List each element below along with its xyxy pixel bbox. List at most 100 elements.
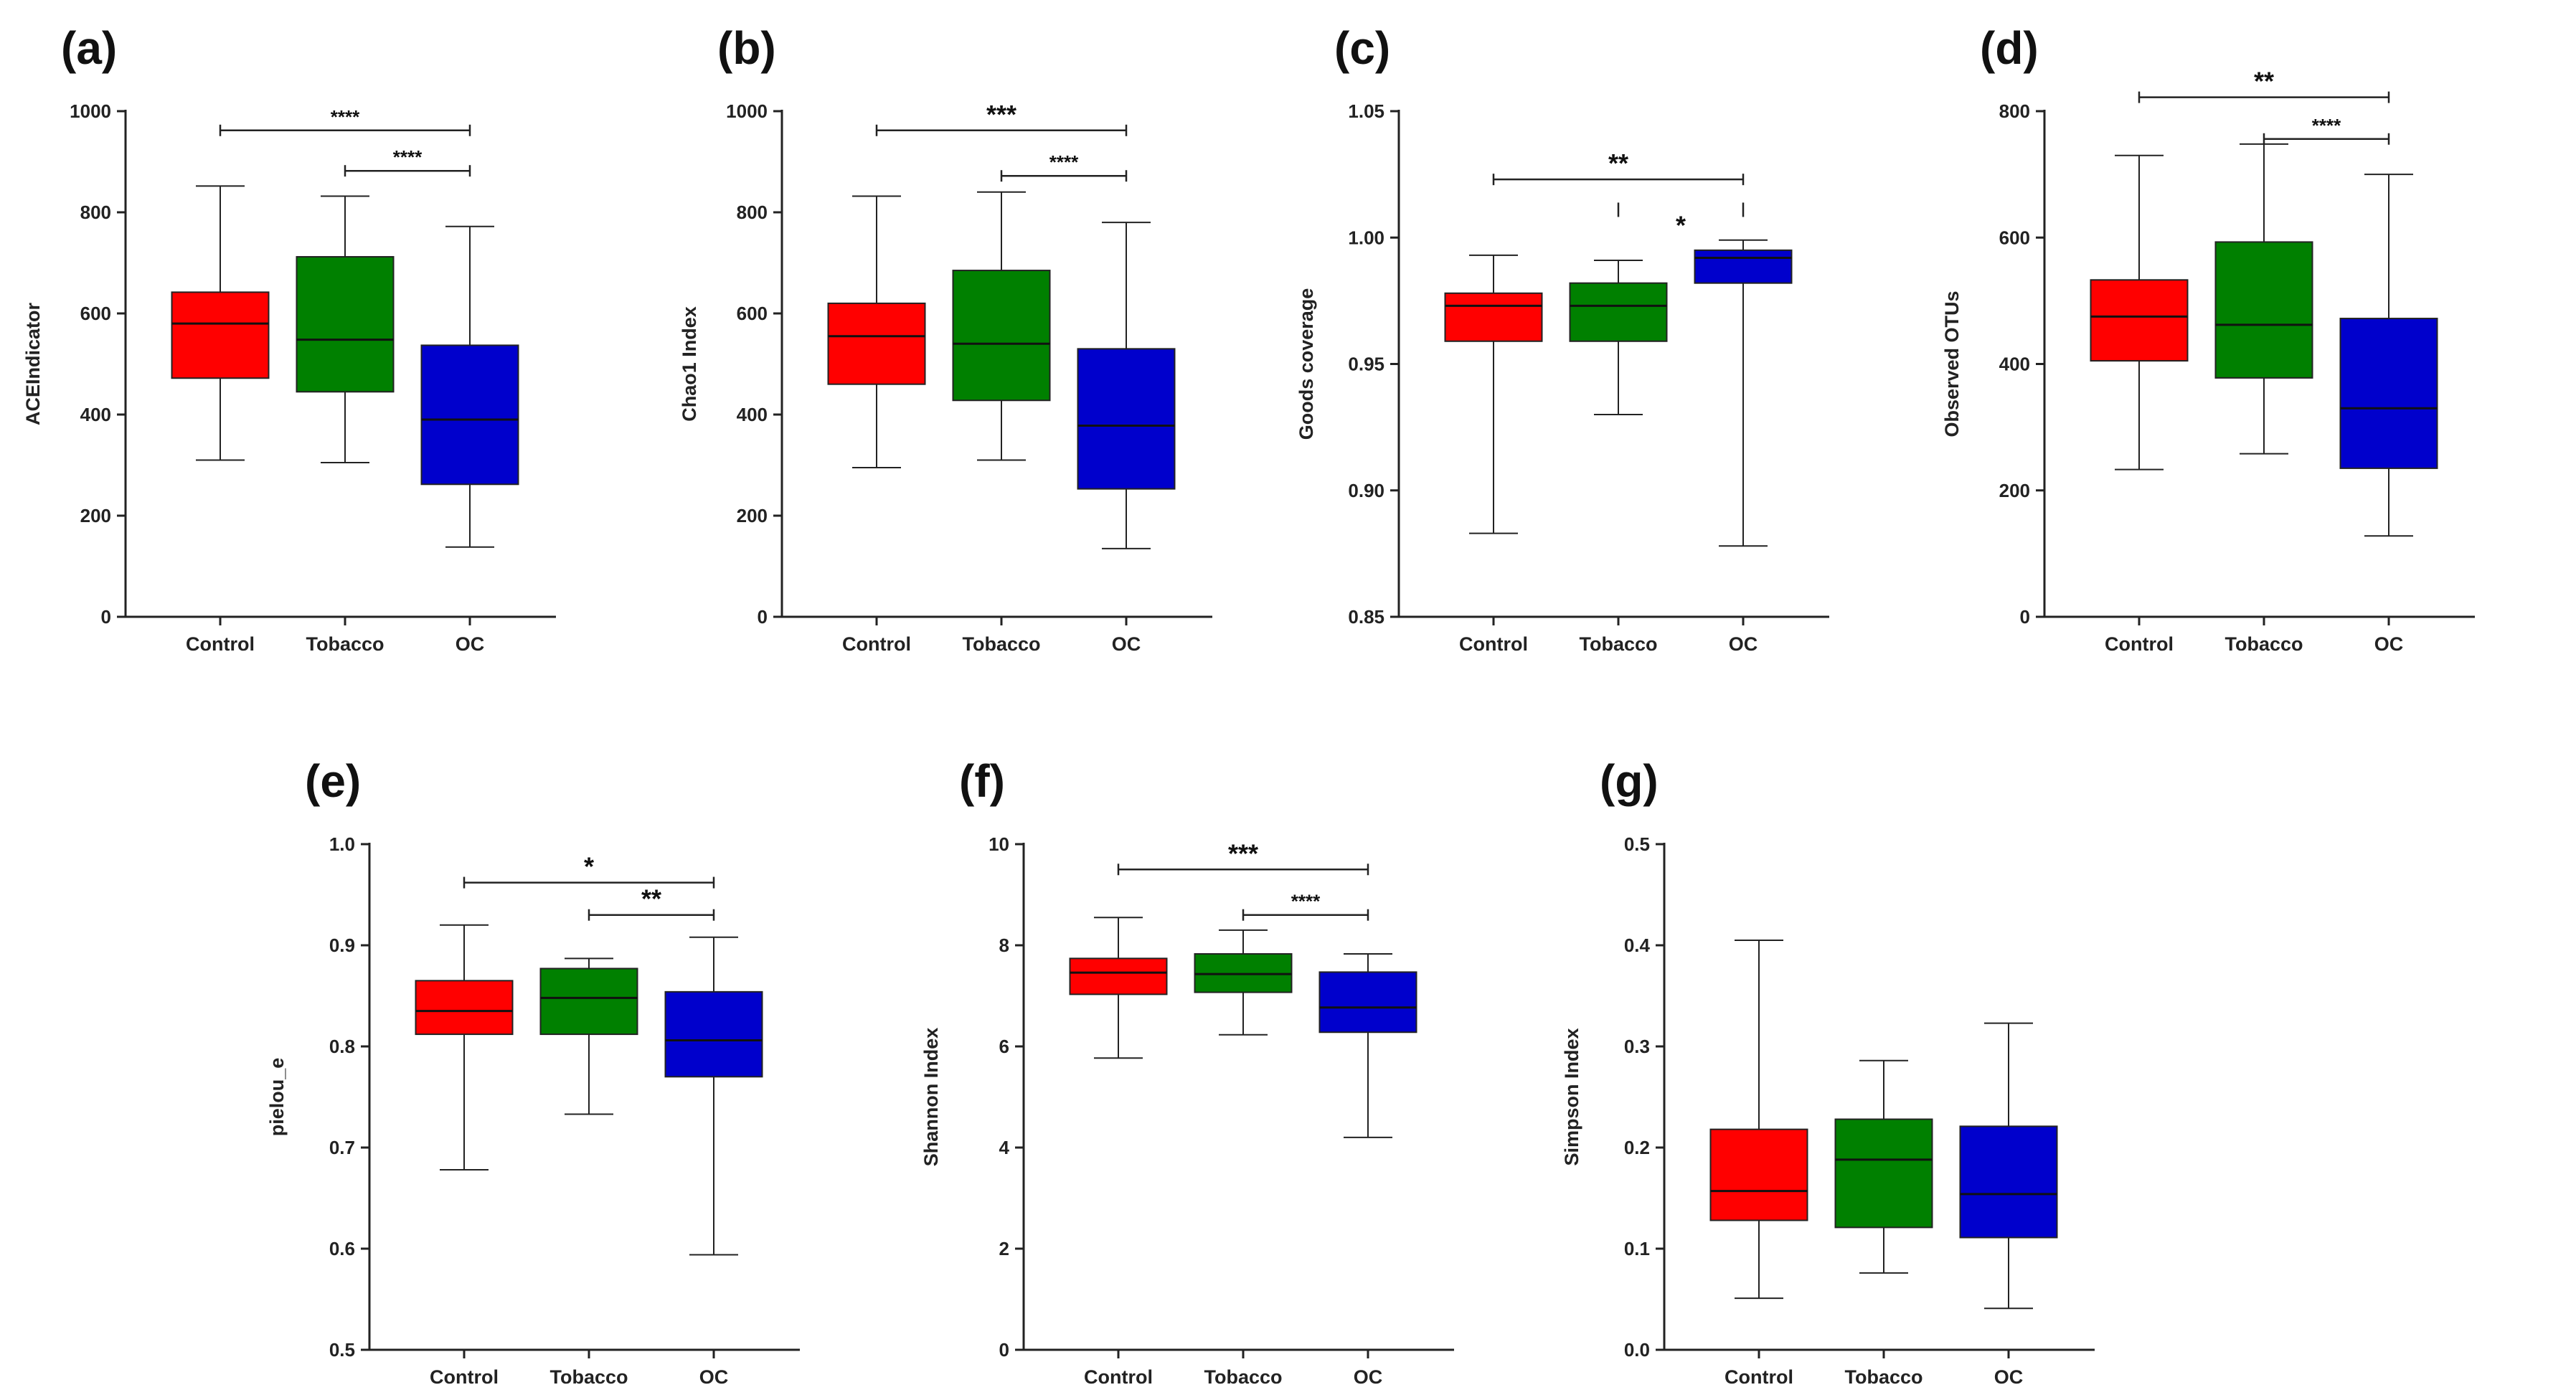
y-tick-label: 600: [1999, 227, 2030, 248]
boxplot-chart: 0.0 0.1 0.2 0.3 0.4 0.5 Simpson Index Control To…: [1561, 833, 2095, 1388]
significance-label: **: [1608, 148, 1628, 178]
y-tick-label: 0.90: [1348, 480, 1384, 501]
panel-label: (b): [717, 22, 776, 74]
y-tick-label: 600: [737, 303, 768, 324]
box-iqr: [1959, 1125, 2058, 1239]
box-oc: [420, 225, 519, 548]
box-iqr: [664, 990, 763, 1078]
significance-bracket: **: [1492, 148, 1745, 186]
significance-bracket: ****: [219, 106, 471, 136]
boxplot-chart: 0 200 400 600 800 1000 ACEIndicator Control Toba…: [22, 100, 556, 655]
box-tobacco: [1569, 259, 1668, 415]
x-tick-label: OC: [1729, 633, 1758, 655]
x-tick-label: OC: [1112, 633, 1141, 655]
significance-label: *: [584, 852, 594, 881]
y-tick-label: 800: [80, 202, 111, 223]
box-tobacco: [2214, 143, 2313, 455]
box-iqr: [2090, 279, 2189, 362]
boxplot-chart: 0 200 400 600 800 Observed OTUs Control Tobacco…: [1941, 67, 2475, 655]
x-tick-label: Tobacco: [2224, 633, 2303, 655]
y-tick-label: 200: [737, 505, 768, 526]
panel-e: (e) 0.5 0.6 0.7 0.8 0.9 1.0 pielou_e Control Tob…: [266, 755, 879, 1400]
x-tick-label: Tobacco: [1579, 633, 1657, 655]
x-tick-label: OC: [1994, 1366, 2024, 1388]
box-iqr: [415, 980, 514, 1036]
x-tick-label: OC: [699, 1366, 729, 1388]
box-control: [1444, 254, 1543, 534]
box-tobacco: [952, 191, 1051, 461]
x-tick-label: Tobacco: [306, 633, 384, 655]
y-tick-label: 400: [737, 404, 768, 425]
panel-label: (c): [1334, 22, 1391, 74]
boxplot-chart: 0.85 0.90 0.95 1.00 1.05 Goods coverage Contro…: [1296, 100, 1829, 655]
box-control: [827, 195, 926, 469]
y-tick-label: 400: [1999, 354, 2030, 375]
y-tick-label: 8: [999, 935, 1009, 956]
x-tick-label: OC: [2374, 633, 2404, 655]
y-tick-label: 0: [2020, 606, 2030, 628]
y-axis-label: Shannon Index: [920, 1028, 942, 1167]
y-tick-label: 1.0: [329, 833, 355, 855]
y-tick-label: 10: [989, 833, 1009, 855]
y-tick-label: 4: [999, 1137, 1010, 1158]
box-control: [1709, 939, 1808, 1300]
box-iqr: [1318, 971, 1417, 1034]
x-tick-label: Control: [842, 633, 911, 655]
x-tick-label: Tobacco: [1844, 1366, 1922, 1388]
significance-bracket: **: [2138, 67, 2390, 103]
panel-label: (a): [61, 22, 118, 74]
box-control: [171, 185, 270, 461]
box-iqr: [1694, 249, 1793, 284]
box-iqr: [1444, 292, 1543, 342]
box-iqr: [1077, 348, 1176, 490]
box-control: [2090, 154, 2189, 470]
y-axis-label: Goods coverage: [1296, 288, 1317, 440]
x-tick-label: Tobacco: [1204, 1366, 1282, 1388]
box-iqr: [1569, 282, 1668, 342]
x-tick-label: Tobacco: [962, 633, 1040, 655]
panel-b: (b) 0 200 400 600 800 1000 Chao1 Index Control T…: [679, 22, 1291, 667]
box-control: [415, 924, 514, 1171]
y-tick-label: 0.5: [329, 1339, 355, 1361]
y-tick-label: 1000: [70, 100, 111, 122]
box-iqr: [539, 968, 638, 1036]
y-tick-label: 0.9: [329, 935, 355, 956]
significance-bracket: ***: [1117, 838, 1369, 876]
y-tick-label: 800: [737, 202, 768, 223]
y-tick-label: 6: [999, 1036, 1009, 1057]
boxplot-chart: 0.5 0.6 0.7 0.8 0.9 1.0 pielou_e Control Tobacco…: [266, 833, 800, 1388]
y-tick-label: 1.00: [1348, 227, 1384, 248]
significance-label: **: [2254, 67, 2274, 96]
box-tobacco: [539, 957, 638, 1115]
box-iqr: [2339, 318, 2438, 469]
panel-a: (a) 0 200 400 600 800 1000 ACEIndicator Control…: [22, 22, 635, 667]
y-tick-label: 200: [80, 505, 111, 526]
box-iqr: [296, 256, 395, 393]
box-iqr: [171, 291, 270, 379]
box-iqr: [1834, 1118, 1933, 1229]
x-tick-label: Control: [1459, 633, 1528, 655]
significance-label: ***: [986, 100, 1016, 129]
y-tick-label: 0.6: [329, 1238, 355, 1259]
box-tobacco: [1834, 1059, 1933, 1274]
box-control: [1069, 917, 1168, 1059]
y-tick-label: 1.05: [1348, 100, 1384, 122]
panel-d: (d) 0 200 400 600 800 Observed OTUs Control Tob…: [1941, 22, 2554, 667]
y-tick-label: 0.8: [329, 1036, 355, 1057]
box-oc: [1959, 1022, 2058, 1310]
panel-label: (d): [1980, 22, 2039, 74]
box-oc: [2339, 174, 2438, 537]
y-tick-label: 0.3: [1624, 1036, 1650, 1057]
significance-label: **: [641, 884, 661, 914]
significance-bracket: *: [463, 852, 715, 889]
box-iqr: [1069, 957, 1168, 995]
box-oc: [664, 936, 763, 1256]
panel-label: (g): [1600, 755, 1659, 807]
y-tick-label: 0.2: [1624, 1137, 1650, 1158]
y-tick-label: 0.5: [1624, 833, 1650, 855]
x-tick-label: Control: [1725, 1366, 1793, 1388]
y-tick-label: 200: [1999, 480, 2030, 501]
box-iqr: [952, 270, 1051, 402]
